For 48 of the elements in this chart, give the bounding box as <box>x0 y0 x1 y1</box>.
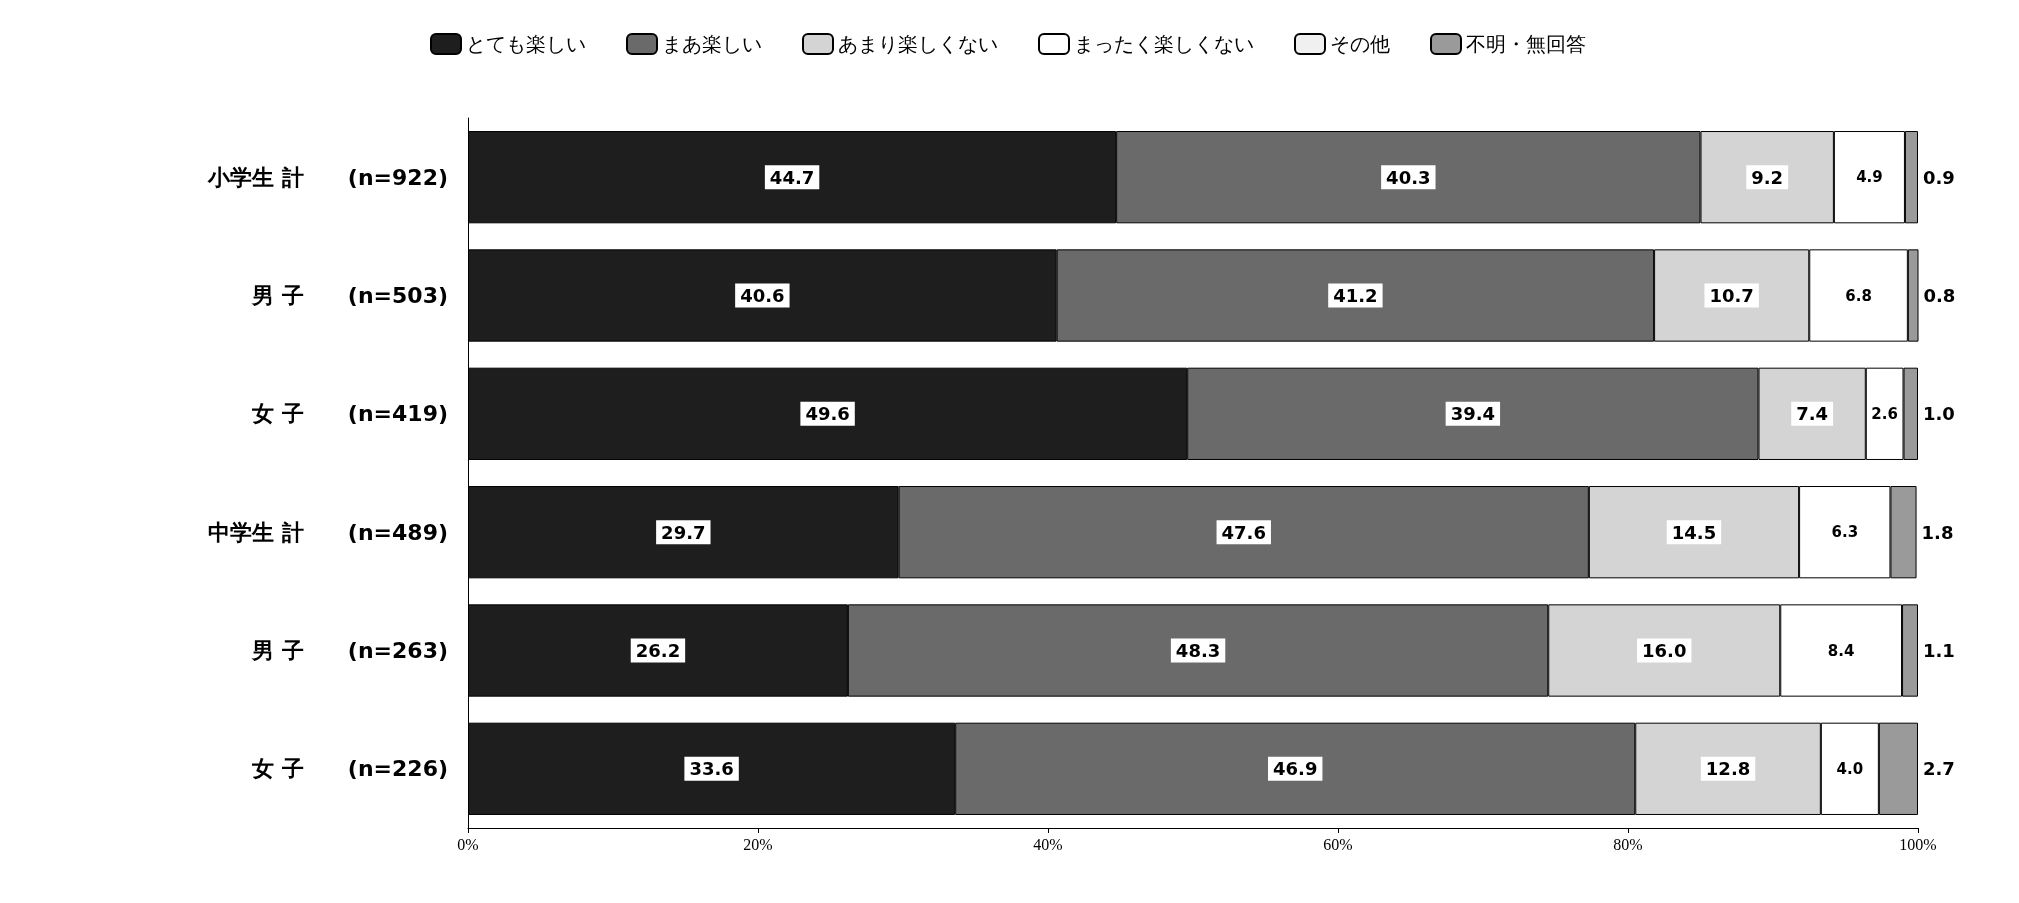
legend-label: その他 <box>1330 32 1390 56</box>
legend-label: 不明・無回答 <box>1466 32 1586 56</box>
data-label: 47.6 <box>1221 521 1266 543</box>
data-label: 8.4 <box>1827 641 1855 660</box>
y-tick-label: 女 子 (n=419) <box>251 401 448 427</box>
data-label: 0.8 <box>1923 285 1956 306</box>
y-tick-label: 男 子 (n=503) <box>251 283 448 308</box>
data-label: 6.8 <box>1845 286 1872 305</box>
data-label: 1.1 <box>1923 640 1955 661</box>
x-tick-label: 100% <box>1899 835 1937 853</box>
data-label: 29.7 <box>661 521 706 543</box>
legend-label: まあ楽しい <box>662 32 762 56</box>
legend-label: まったく楽しくない <box>1074 32 1254 56</box>
data-label: 0.9 <box>1923 166 1955 188</box>
data-label: 48.3 <box>1175 640 1221 661</box>
data-label: 2.7 <box>1923 758 1955 780</box>
data-label: 6.3 <box>1831 523 1859 542</box>
data-label: 7.4 <box>1796 403 1829 425</box>
x-tick-label: 40% <box>1033 835 1063 853</box>
data-label: 33.6 <box>689 758 734 780</box>
y-tick-label: 中学生 計 (n=489) <box>208 519 448 545</box>
y-tick-label: 男 子 (n=263) <box>251 638 448 663</box>
data-label: 39.4 <box>1450 403 1496 425</box>
x-tick-label: 80% <box>1613 835 1643 853</box>
data-label: 4.0 <box>1836 759 1864 778</box>
data-label: 12.8 <box>1705 758 1751 780</box>
data-label: 10.7 <box>1709 285 1754 306</box>
data-label: 26.2 <box>635 640 681 661</box>
x-tick-label: 60% <box>1323 835 1353 853</box>
data-label: 1.0 <box>1923 403 1955 425</box>
y-tick-label: 女 子 (n=226) <box>251 756 448 782</box>
y-tick-label: 小学生 計 (n=922) <box>207 164 448 190</box>
legend-label: あまり楽しくない <box>838 32 998 56</box>
legend-label: とても楽しい <box>466 32 586 56</box>
data-label: 1.8 <box>1921 521 1954 543</box>
data-label: 49.6 <box>805 403 850 425</box>
data-label: 4.9 <box>1856 168 1883 187</box>
data-label: 41.2 <box>1333 285 1378 306</box>
data-label: 14.5 <box>1671 521 1717 543</box>
data-label: 2.6 <box>1871 404 1898 423</box>
data-label: 16.0 <box>1642 640 1687 661</box>
data-label: 40.3 <box>1386 166 1431 188</box>
x-tick-label: 20% <box>743 835 773 853</box>
data-label: 46.9 <box>1273 758 1318 780</box>
data-label: 9.2 <box>1751 166 1784 188</box>
data-label: 40.6 <box>740 285 785 306</box>
data-label: 44.7 <box>769 166 815 188</box>
x-tick-label: 0% <box>457 835 479 853</box>
